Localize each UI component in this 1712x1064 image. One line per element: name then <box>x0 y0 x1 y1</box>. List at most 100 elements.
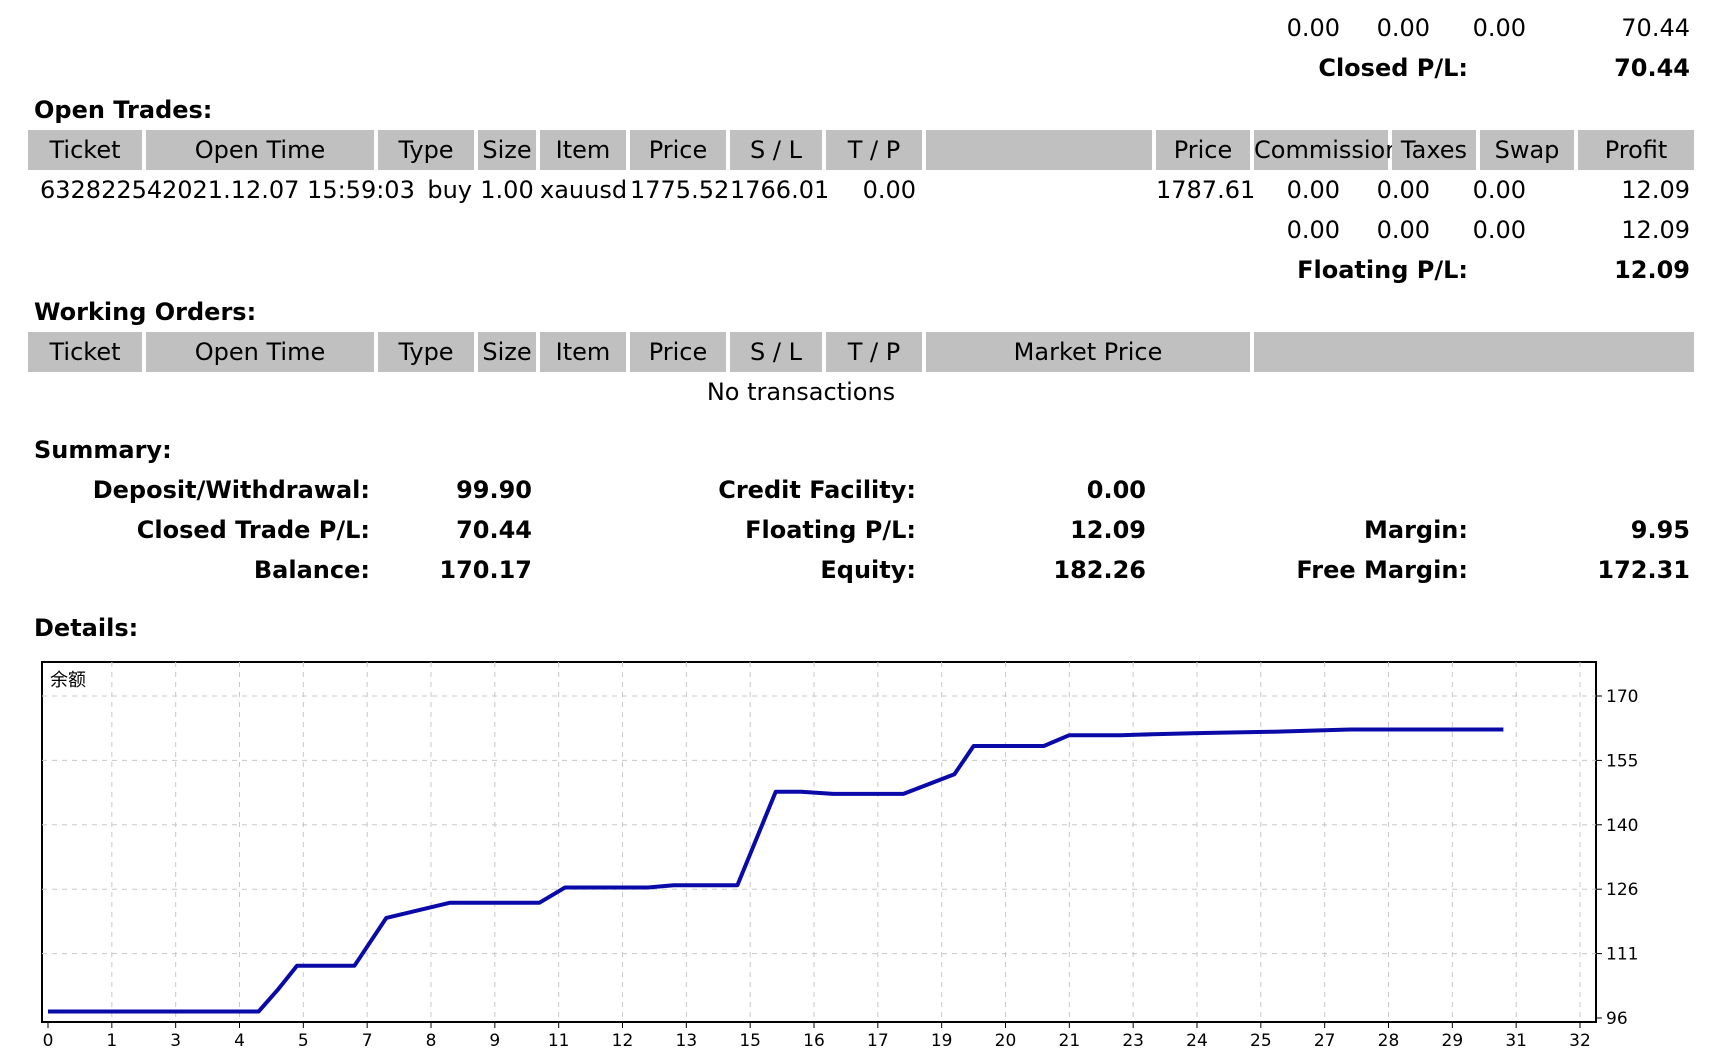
plot-frame <box>41 661 1597 1023</box>
summary-floating-pl-label: Floating P/L: <box>745 516 916 544</box>
summary-floating-pl-value: 12.09 <box>1070 516 1146 544</box>
x-tick-label: 24 <box>1186 1031 1208 1051</box>
y-tick-label: 96 <box>1606 1009 1628 1029</box>
wo-col-sl: S / L <box>730 332 822 372</box>
x-tick-label: 15 <box>739 1031 761 1051</box>
margin-label: Margin: <box>1363 516 1468 544</box>
row-profit: 12.09 <box>1621 176 1690 204</box>
wo-col-item: Item <box>540 332 626 372</box>
x-tick-label: 29 <box>1442 1031 1464 1051</box>
x-tick-label: 25 <box>1250 1031 1272 1051</box>
chart-grid <box>42 662 1596 1022</box>
y-tick-label: 126 <box>1606 880 1638 900</box>
wo-col-blank <box>1254 332 1694 372</box>
x-tick-label: 23 <box>1122 1031 1144 1051</box>
x-tick-label: 20 <box>995 1031 1017 1051</box>
wo-col-size: Size <box>478 332 536 372</box>
deposit-label: Deposit/Withdrawal: <box>92 476 370 504</box>
open-taxes-total: 0.00 <box>1376 216 1430 244</box>
x-tick-label: 0 <box>43 1031 54 1051</box>
row-open-time: 2021.12.07 15:59:03 <box>162 176 415 204</box>
closed-profit-total: 70.44 <box>1621 14 1690 42</box>
closed-pl-value: 70.44 <box>1614 54 1690 82</box>
closed-commission-total: 0.00 <box>1286 14 1340 42</box>
open-commission-total: 0.00 <box>1286 216 1340 244</box>
row-swap: 0.00 <box>1472 176 1526 204</box>
no-transactions-text: No transactions <box>706 378 896 406</box>
x-tick-label: 28 <box>1378 1031 1400 1051</box>
x-tick-label: 8 <box>426 1031 437 1051</box>
balance-label: Balance: <box>253 556 370 584</box>
floating-pl-label: Floating P/L: <box>1297 256 1468 284</box>
open-profit-total: 12.09 <box>1621 216 1690 244</box>
closed-swap-total: 0.00 <box>1472 14 1526 42</box>
x-tick-label: 16 <box>803 1031 825 1051</box>
col-type: Type <box>378 130 474 170</box>
col-close-price: Price <box>1156 130 1250 170</box>
row-ticket: 63282254 <box>40 176 163 204</box>
x-tick-label: 3 <box>170 1031 181 1051</box>
open-swap-total: 0.00 <box>1472 216 1526 244</box>
wo-col-ticket: Ticket <box>28 332 142 372</box>
row-size: 1.00 <box>480 176 534 204</box>
credit-value: 0.00 <box>1086 476 1146 504</box>
col-item: Item <box>540 130 626 170</box>
working-orders-title: Working Orders: <box>34 298 257 326</box>
x-tick-label: 12 <box>612 1031 634 1051</box>
x-axis-ticks: 0 1 3 4 5 7 8 9 11 12 13 15 16 17 19 20 21 23 24 25 27 28 29 31… <box>43 1022 1591 1051</box>
col-size: Size <box>478 130 536 170</box>
row-tp: 0.00 <box>862 176 916 204</box>
y-tick-label: 140 <box>1606 816 1638 836</box>
deposit-value: 99.90 <box>456 476 532 504</box>
free-margin-label: Free Margin: <box>1296 556 1468 584</box>
balance-series-line <box>48 727 1504 1014</box>
row-item: xauusd <box>540 176 628 204</box>
col-price: Price <box>630 130 726 170</box>
wo-col-open-time: Open Time <box>146 332 374 372</box>
y-tick-label: 170 <box>1606 687 1638 707</box>
row-close-price: 1787.61 <box>1156 176 1256 204</box>
y-tick-label: 155 <box>1606 751 1638 771</box>
x-tick-label: 32 <box>1569 1031 1591 1051</box>
equity-label: Equity: <box>820 556 916 584</box>
x-tick-label: 9 <box>489 1031 500 1051</box>
summary-title: Summary: <box>34 436 172 464</box>
col-blank <box>926 130 1152 170</box>
col-sl: S / L <box>730 130 822 170</box>
col-open-time: Open Time <box>146 130 374 170</box>
x-tick-label: 31 <box>1505 1031 1527 1051</box>
details-title: Details: <box>34 614 139 642</box>
closed-pl-label: Closed P/L: <box>1318 54 1468 82</box>
closed-trade-pl-value: 70.44 <box>456 516 532 544</box>
row-sl: 1766.01 <box>730 176 830 204</box>
col-profit: Profit <box>1578 130 1694 170</box>
y-axis-ticks: 170 155 140 126 111 96 <box>1596 687 1638 1029</box>
x-tick-label: 5 <box>298 1031 309 1051</box>
row-commission: 0.00 <box>1286 176 1340 204</box>
row-taxes: 0.00 <box>1376 176 1430 204</box>
col-tp: T / P <box>826 130 922 170</box>
wo-col-type: Type <box>378 332 474 372</box>
col-commission: Commission <box>1254 130 1400 170</box>
wo-col-price: Price <box>630 332 726 372</box>
x-tick-label: 7 <box>362 1031 373 1051</box>
chart-title: 余额 <box>50 670 86 691</box>
x-tick-label: 13 <box>676 1031 698 1051</box>
row-type: buy <box>427 176 472 204</box>
closed-taxes-total: 0.00 <box>1376 14 1430 42</box>
open-trades-title: Open Trades: <box>34 96 213 124</box>
wo-col-market-price: Market Price <box>926 332 1250 372</box>
x-tick-label: 4 <box>234 1031 245 1051</box>
free-margin-value: 172.31 <box>1597 556 1690 584</box>
col-taxes: Taxes <box>1392 130 1476 170</box>
col-swap: Swap <box>1480 130 1574 170</box>
wo-col-tp: T / P <box>826 332 922 372</box>
closed-trade-pl-label: Closed Trade P/L: <box>136 516 370 544</box>
y-tick-label: 111 <box>1606 945 1638 965</box>
x-tick-label: 17 <box>867 1031 889 1051</box>
balance-value: 170.17 <box>439 556 532 584</box>
col-ticket: Ticket <box>28 130 142 170</box>
x-tick-label: 21 <box>1059 1031 1081 1051</box>
x-tick-label: 1 <box>106 1031 117 1051</box>
